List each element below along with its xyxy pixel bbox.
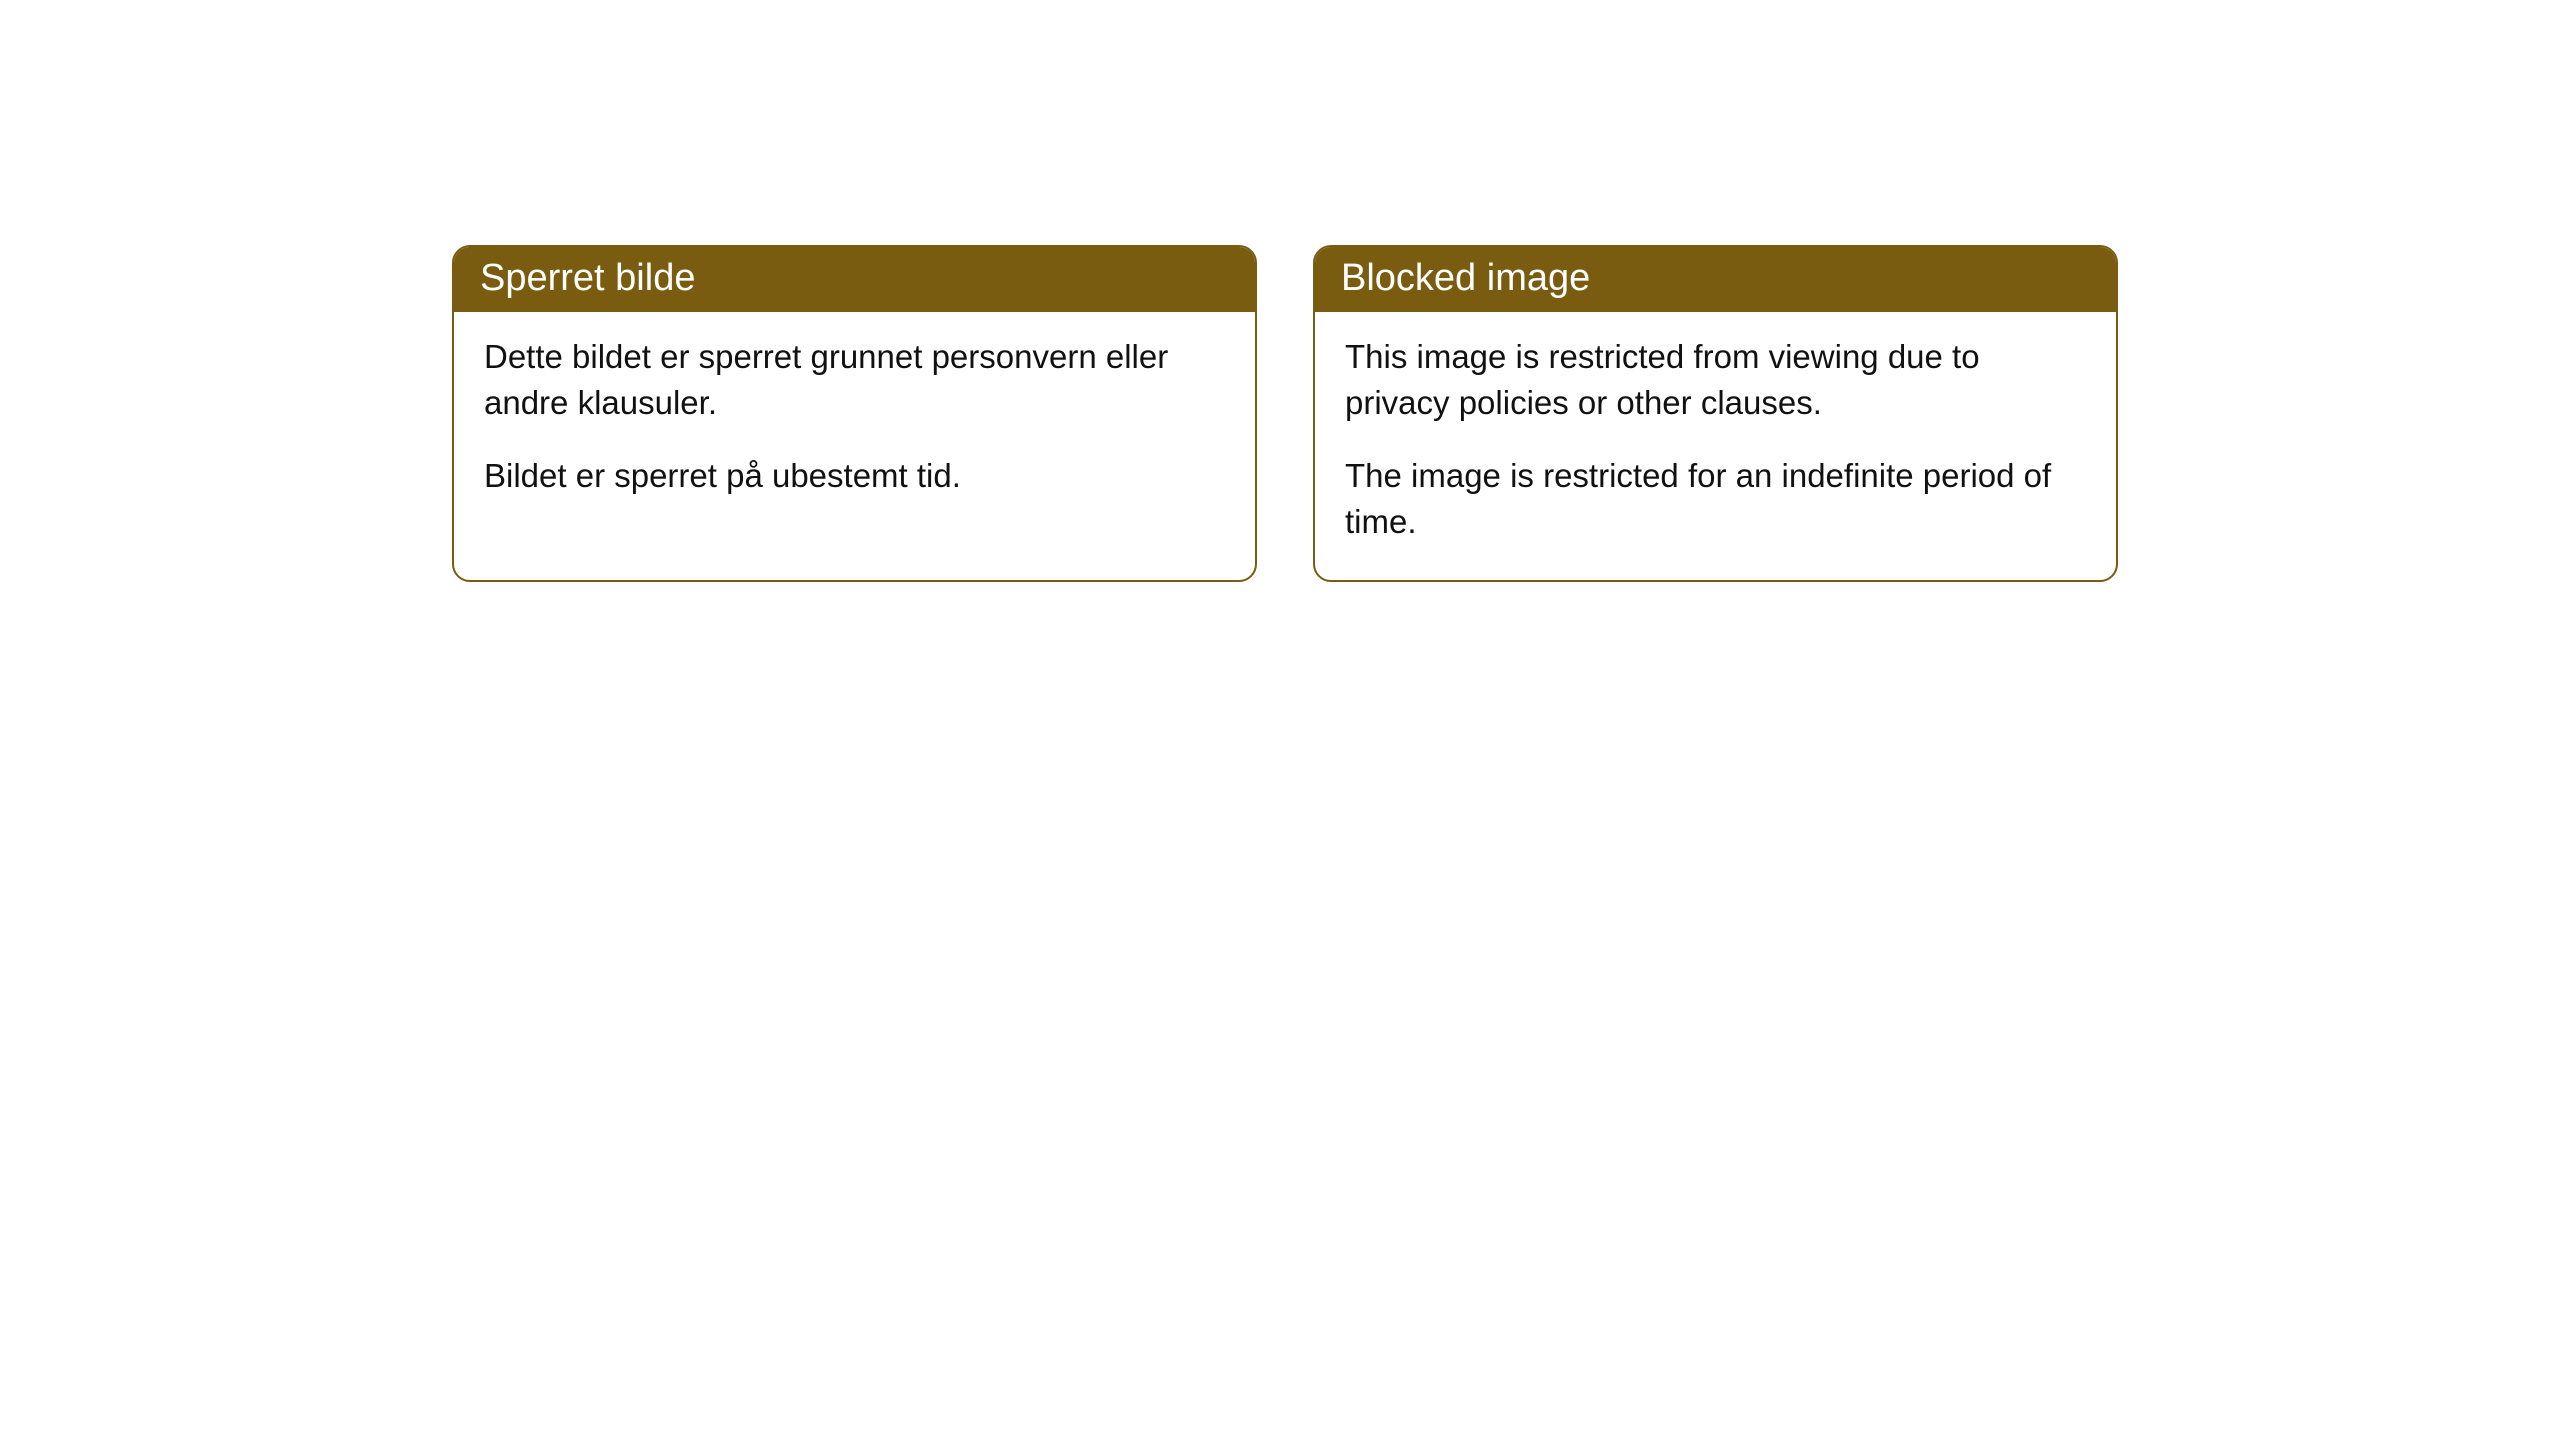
notice-paragraph: Bildet er sperret på ubestemt tid.: [484, 453, 1225, 499]
card-header-english: Blocked image: [1315, 247, 2116, 312]
card-body-norwegian: Dette bildet er sperret grunnet personve…: [454, 312, 1255, 535]
notice-card-norwegian: Sperret bilde Dette bildet er sperret gr…: [452, 245, 1257, 582]
notice-paragraph: This image is restricted from viewing du…: [1345, 334, 2086, 425]
notice-paragraph: The image is restricted for an indefinit…: [1345, 453, 2086, 544]
notice-cards-container: Sperret bilde Dette bildet er sperret gr…: [0, 0, 2560, 582]
notice-card-english: Blocked image This image is restricted f…: [1313, 245, 2118, 582]
card-body-english: This image is restricted from viewing du…: [1315, 312, 2116, 580]
card-header-norwegian: Sperret bilde: [454, 247, 1255, 312]
notice-paragraph: Dette bildet er sperret grunnet personve…: [484, 334, 1225, 425]
